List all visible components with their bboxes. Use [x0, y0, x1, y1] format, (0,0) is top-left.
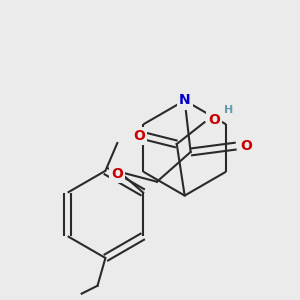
Text: O: O [208, 113, 220, 127]
Text: O: O [111, 167, 123, 181]
Text: O: O [240, 139, 252, 153]
Text: O: O [133, 129, 145, 143]
Text: N: N [179, 94, 190, 107]
Text: H: H [224, 105, 233, 116]
